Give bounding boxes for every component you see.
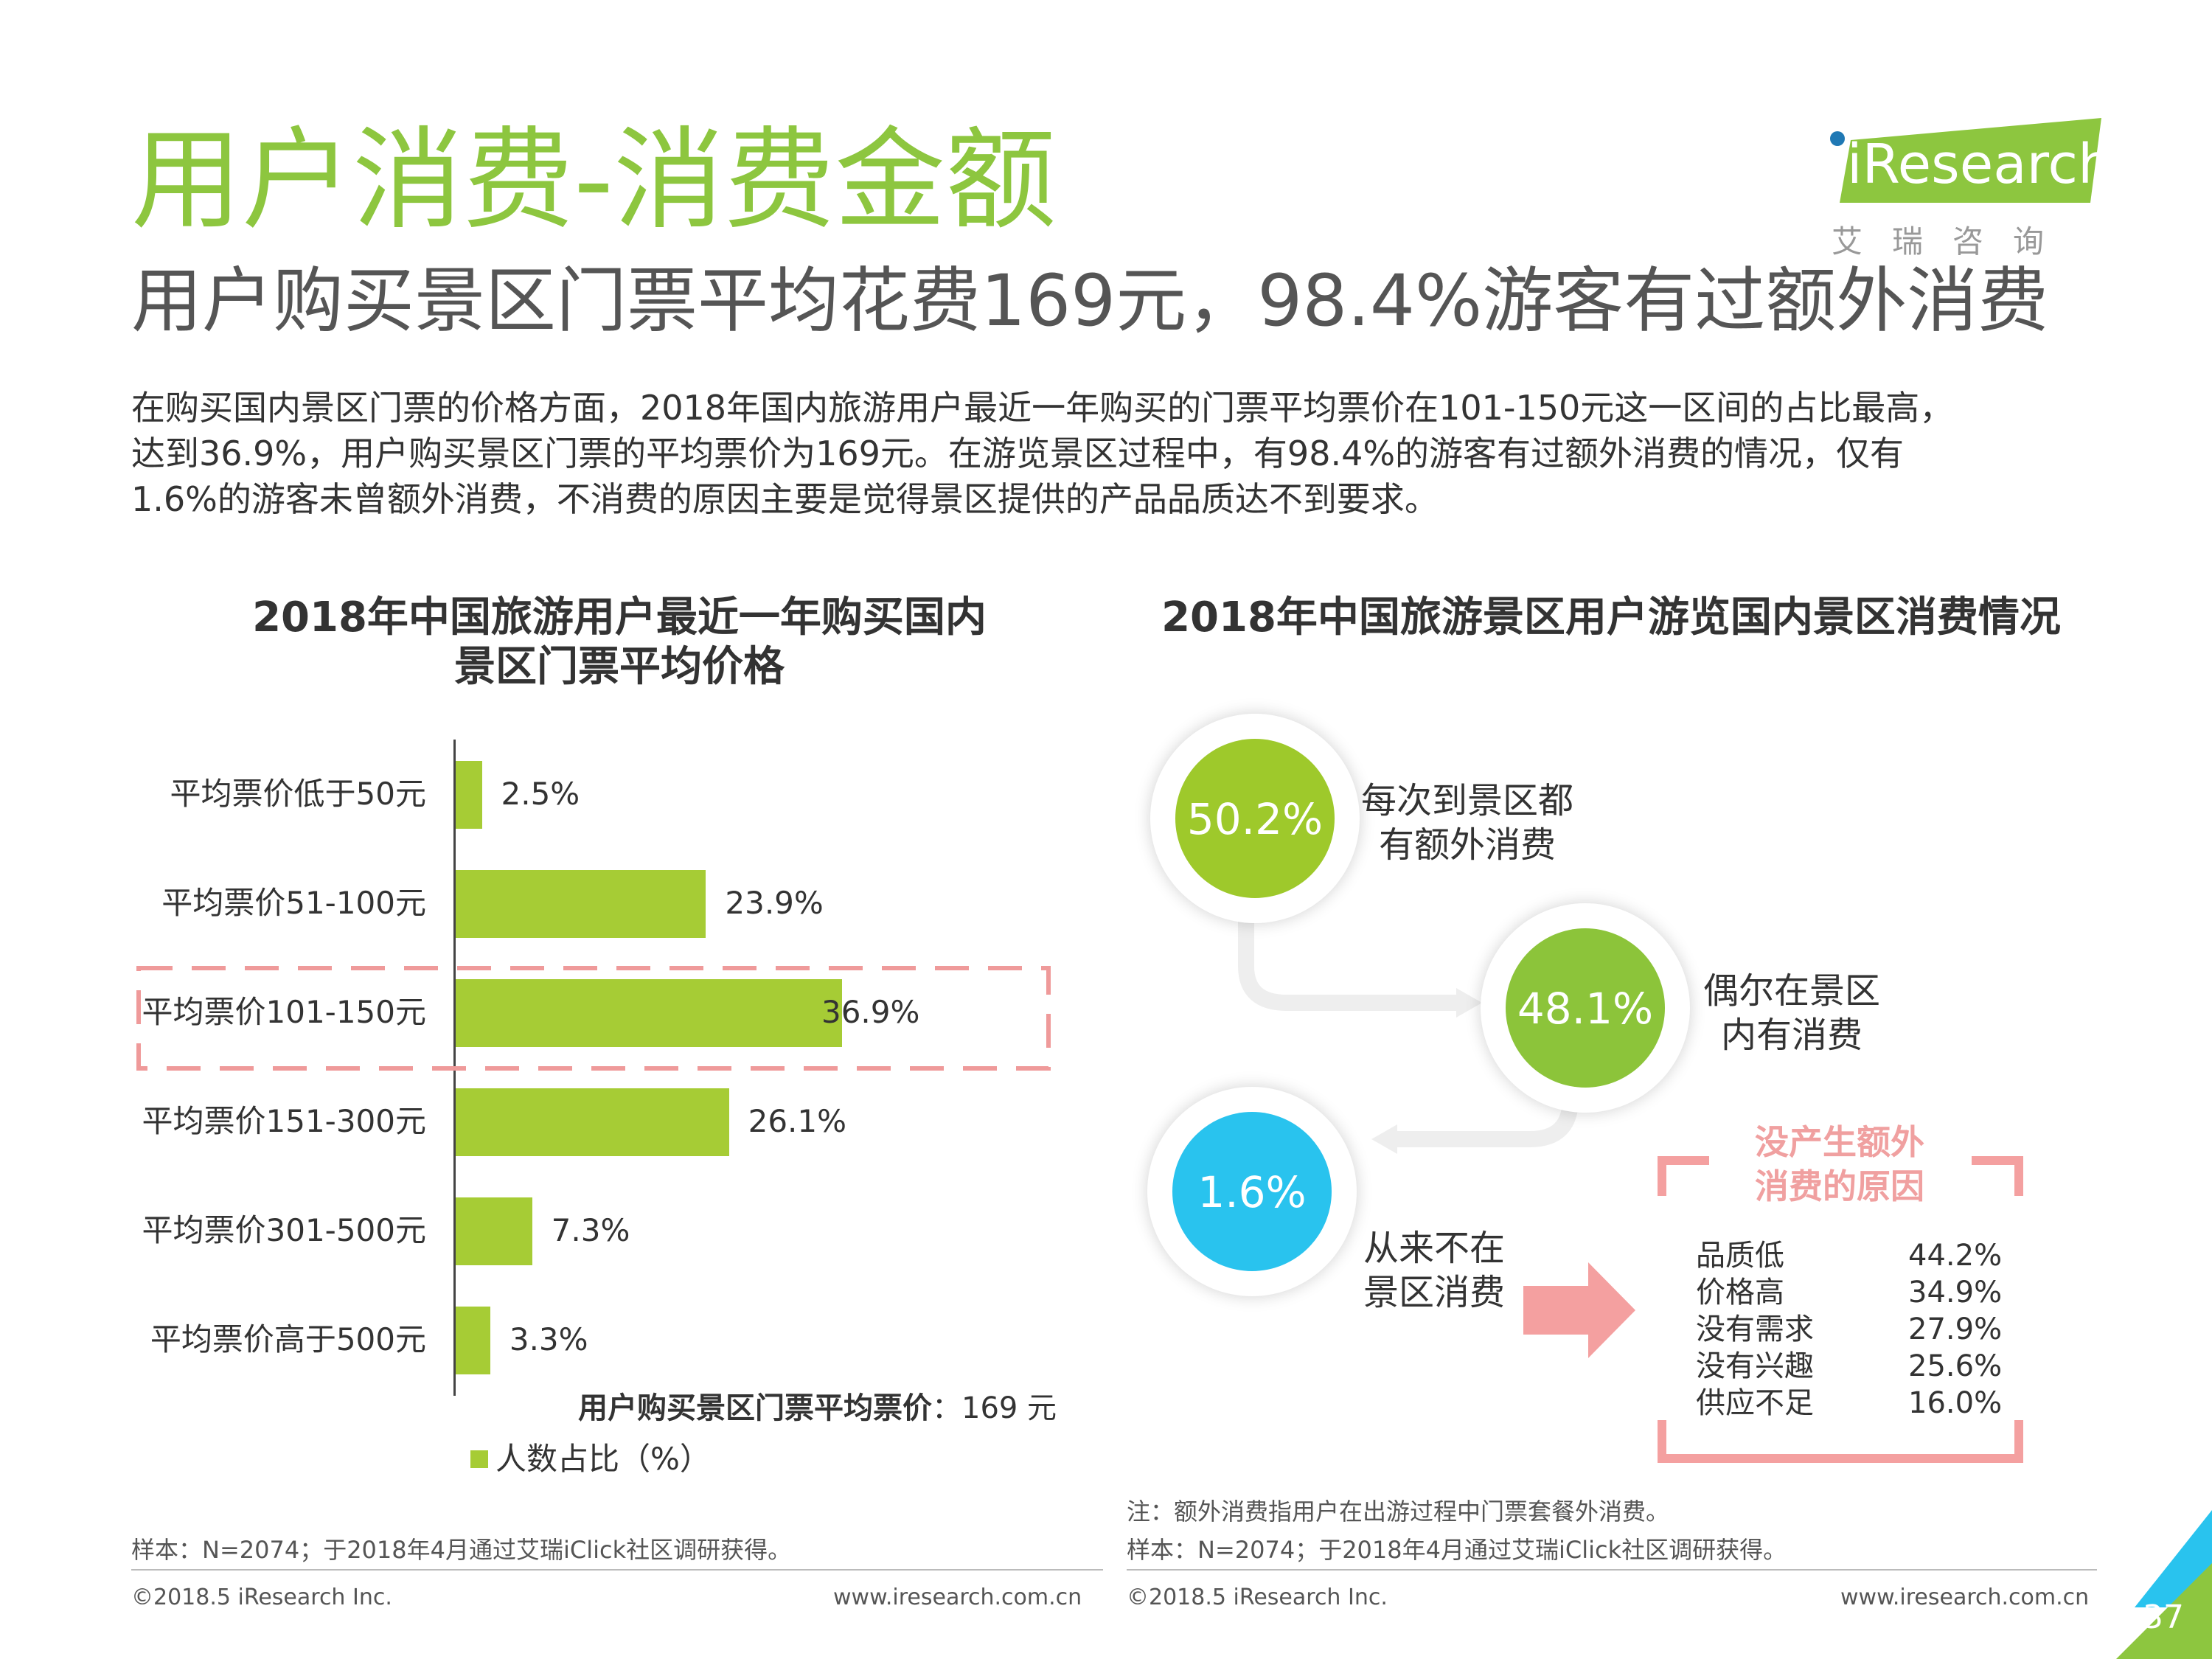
- bubble-never-label-line-2: 景区消费: [1363, 1272, 1505, 1313]
- reasons-bracket-frame: [1658, 1156, 2023, 1463]
- footer-divider-left: [131, 1569, 1103, 1571]
- left-chart-title-line-1: 2018年中国旅游用户最近一年购买国内: [252, 594, 987, 641]
- bar: [456, 1088, 729, 1156]
- bubble-never-label-line-1: 从来不在: [1363, 1228, 1505, 1269]
- bar-value-label: 7.3%: [551, 1212, 630, 1248]
- bubble-occasionally-label-line-1: 偶尔在景区: [1703, 970, 1880, 1012]
- reason-value: 34.9%: [1908, 1276, 2003, 1310]
- intro-line-1: 在购买国内景区门票的价格方面，2018年国内旅游用户最近一年购买的门票平均票价在…: [131, 388, 1954, 428]
- reason-name: 没有需求: [1696, 1312, 1814, 1346]
- reason-value: 44.2%: [1908, 1239, 2003, 1273]
- reasons-title: 没产生额外 消费的原因: [1696, 1121, 1983, 1209]
- bar-value-label: 23.9%: [725, 885, 824, 921]
- bubble-occasionally: [1506, 928, 1665, 1088]
- legend-swatch: [470, 1450, 488, 1468]
- bubble-every-time-value: 50.2%: [1186, 794, 1324, 844]
- average-price-note: 用户购买景区门票平均票价：169 元: [578, 1394, 1057, 1423]
- category-label: 平均票价151-300元: [142, 1103, 427, 1139]
- reasons-title-line-1: 没产生额外: [1755, 1122, 1924, 1162]
- bubble-occasionally-label-line-2: 内有消费: [1720, 1015, 1863, 1056]
- bubble-occasionally-label: 偶尔在景区 内有消费: [1674, 969, 1910, 1057]
- bubble-every-time-label-line-1: 每次到景区都: [1360, 780, 1573, 821]
- highlight-dashed-box: [136, 966, 1051, 1071]
- category-label: 平均票价低于50元: [170, 776, 426, 812]
- reason-value: 25.6%: [1908, 1349, 2003, 1383]
- reason-name: 价格高: [1696, 1276, 1784, 1310]
- bubble-never: [1172, 1112, 1332, 1271]
- corner-decoration: [2116, 1510, 2212, 1659]
- iresearch-logo: [1830, 118, 2101, 203]
- bar: [456, 870, 706, 938]
- copyright-left: ©2018.5 iResearch Inc.: [131, 1585, 392, 1610]
- page-subtitle: 用户购买景区门票平均花费169元，98.4%游客有过额外消费: [131, 260, 2049, 342]
- bar-value-label: 26.1%: [748, 1103, 847, 1139]
- category-label: 平均票价高于500元: [150, 1321, 426, 1357]
- bar-value-label: 36.9%: [821, 994, 920, 1030]
- logo-subtitle: 艾瑞咨询: [1832, 223, 2074, 260]
- bubble-never-label: 从来不在 景区消费: [1320, 1226, 1548, 1315]
- bubble-every-time-label-line-2: 有额外消费: [1378, 824, 1556, 866]
- average-price-value: ：169 元: [932, 1391, 1057, 1425]
- bubble-occasionally-value: 48.1%: [1517, 984, 1654, 1034]
- ticket-price-bar-chart: 平均票价低于50元 2.5% 平均票价51-100元 23.9% 平均票价101-150…: [0, 0, 1106, 1475]
- bubble-every-time: [1175, 739, 1335, 898]
- bar-value-label: 2.5%: [501, 776, 580, 812]
- reason-name: 没有兴趣: [1696, 1349, 1814, 1383]
- reason-value: 16.0%: [1908, 1386, 2003, 1420]
- bar: [456, 761, 482, 829]
- bar-value-label: 3.3%: [509, 1321, 588, 1357]
- reason-value: 27.9%: [1908, 1312, 2003, 1346]
- reason-name: 供应不足: [1696, 1386, 1814, 1420]
- copyright-right: ©2018.5 iResearch Inc.: [1127, 1585, 1388, 1610]
- left-chart-title-line-2: 景区门票平均价格: [454, 643, 785, 691]
- bubble-never-value: 1.6%: [1197, 1167, 1307, 1217]
- right-note: 注：额外消费指用户在出游过程中门票套餐外消费。: [1127, 1498, 1670, 1526]
- reasons-title-line-2: 消费的原因: [1755, 1166, 1924, 1206]
- website-left[interactable]: www.iresearch.com.cn: [833, 1585, 1082, 1610]
- right-sample-note: 样本：N=2074；于2018年4月通过艾瑞iClick社区调研获得。: [1127, 1536, 1787, 1564]
- reason-name: 品质低: [1696, 1239, 1784, 1273]
- bubble-every-time-label: 每次到景区都 有额外消费: [1349, 779, 1585, 867]
- left-sample-note: 样本：N=2074；于2018年4月通过艾瑞iClick社区调研获得。: [131, 1536, 792, 1564]
- right-chart-title: 2018年中国旅游景区用户游览国内景区消费情况: [1161, 594, 2061, 641]
- intro-line-2: 达到36.9%，用户购买景区门票的平均票价为169元。在游览景区过程中，有98.…: [131, 434, 1905, 473]
- bar: [456, 1197, 532, 1265]
- average-price-label: 用户购买景区门票平均票价: [578, 1391, 932, 1425]
- bar: [456, 979, 842, 1047]
- website-right[interactable]: www.iresearch.com.cn: [1840, 1585, 2090, 1610]
- bar: [456, 1307, 490, 1374]
- footer-divider-right: [1127, 1569, 2097, 1571]
- logo-brand-text: iResearch: [1847, 133, 2112, 196]
- intro-line-3: 1.6%的游客未曾额外消费，不消费的原因主要是觉得景区提供的产品品质达不到要求。: [131, 479, 1439, 519]
- page-title: 用户消费-消费金额: [131, 116, 1057, 245]
- pink-arrow-icon: [1523, 1262, 1635, 1358]
- legend-label: 人数占比（%）: [495, 1441, 711, 1477]
- page-number: 37: [2143, 1599, 2184, 1636]
- category-label: 平均票价101-150元: [142, 994, 427, 1030]
- category-label: 平均票价51-100元: [161, 885, 426, 921]
- category-label: 平均票价301-500元: [142, 1212, 427, 1248]
